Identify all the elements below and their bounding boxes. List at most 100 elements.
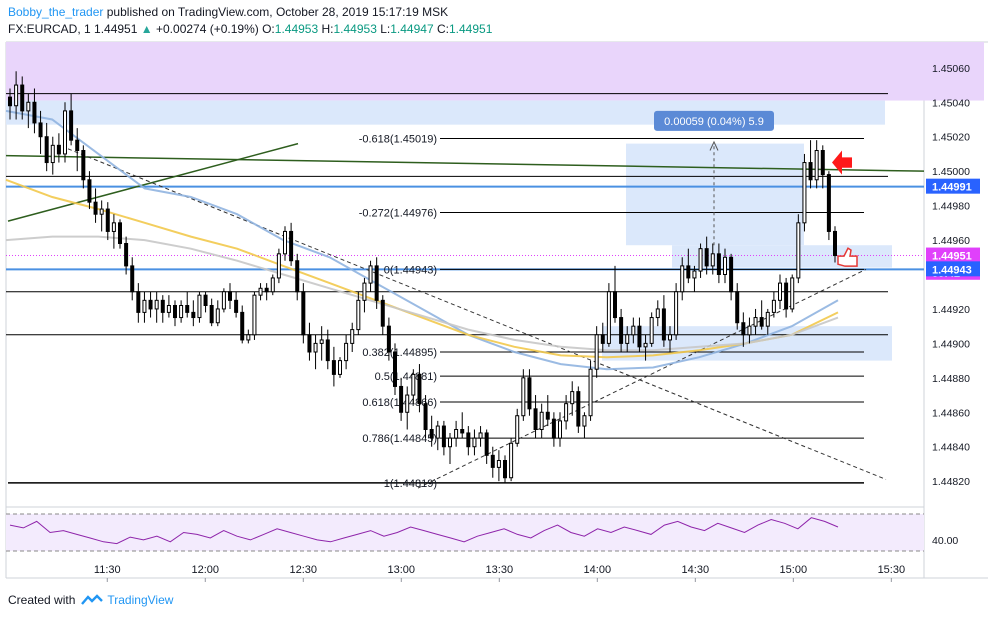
candle-body (771, 299, 776, 313)
time-tick-label: 12:00 (192, 564, 220, 576)
candle-body (460, 429, 465, 434)
measure-zone (626, 143, 804, 246)
fib-level-label: 0.382(1.44895) (362, 347, 437, 359)
candle-body (472, 437, 477, 448)
footer: Created with TradingView (8, 593, 173, 607)
time-tick-label: 12:30 (290, 564, 318, 576)
candle-body (570, 391, 575, 405)
candle-body (325, 339, 330, 362)
candle-body (509, 442, 514, 479)
close-value: 1.44951 (448, 22, 493, 36)
candle-body (191, 311, 196, 319)
candle-body (338, 360, 342, 375)
candle-body (215, 308, 220, 324)
publish-info: Bobby_the_trader published on TradingVie… (8, 5, 448, 19)
candle-body (179, 305, 184, 319)
candle-body (619, 317, 624, 344)
candle-body (307, 334, 312, 353)
candle-body (93, 201, 98, 215)
candle-body (631, 325, 636, 336)
candle-body (729, 256, 734, 293)
open-label: O: (262, 22, 275, 36)
candle-body (441, 425, 446, 448)
high-label: H: (321, 22, 334, 36)
candle-body (637, 325, 642, 348)
candle-body (393, 351, 397, 387)
candle-body (203, 294, 208, 306)
candle-body (649, 317, 654, 344)
candle-body (490, 454, 495, 468)
candle-body (386, 325, 391, 353)
fib-level-label: 1(1.44819) (384, 478, 437, 490)
thumbs-up-icon (837, 247, 858, 267)
candle-body (118, 222, 122, 244)
candle-body (136, 291, 141, 313)
candle-body (741, 322, 746, 336)
candle-body (588, 368, 593, 417)
candle-body (75, 139, 80, 152)
measure-arrow-head (709, 140, 719, 151)
candle-body (356, 299, 361, 331)
close-label: C: (436, 22, 449, 36)
candle-body (716, 253, 721, 275)
price-tag-text: 1.44943 (932, 264, 972, 276)
candle-body (154, 299, 159, 310)
open-value: 1.44953 (274, 22, 319, 36)
candle-body (515, 415, 520, 444)
candle-body (301, 291, 306, 336)
candle-body (448, 437, 452, 448)
measure-label-box (654, 110, 774, 131)
candle-body (313, 342, 318, 353)
candle-body (545, 411, 550, 420)
candle-body (411, 373, 416, 396)
price-tag-box (926, 247, 980, 263)
candle-body (270, 277, 275, 293)
rsi-line (9, 517, 839, 545)
candle-body (533, 408, 538, 431)
candle-body (826, 174, 831, 232)
candle-body (99, 208, 104, 215)
candle-body (228, 291, 232, 301)
candle-body (484, 432, 489, 456)
resistance-zone (6, 42, 984, 101)
price-tick-label: 1.44980 (932, 201, 970, 213)
author-name[interactable]: Bobby_the_trader (8, 5, 104, 19)
candle-body (331, 360, 336, 375)
candle-body (81, 150, 86, 181)
green-trendline-horizontal (5, 154, 925, 172)
candle-body (661, 308, 666, 341)
candle-body (435, 425, 440, 439)
fib-level-label: 0(1.44943) (384, 264, 437, 276)
symbol-label: FX:EURCAD, 1 (8, 22, 91, 36)
candle-body (63, 110, 67, 155)
candle-body (289, 230, 294, 262)
candle-body (124, 243, 129, 267)
candle-body (735, 291, 740, 324)
tradingview-brand[interactable]: TradingView (107, 593, 174, 607)
time-tick-label: 13:30 (486, 564, 514, 576)
time-tick-label: 11:30 (94, 564, 121, 576)
candle-body (368, 265, 373, 284)
candle-body (405, 394, 410, 413)
time-tick-label: 14:30 (682, 564, 710, 576)
price-tick-label: 1.45060 (932, 63, 970, 75)
candle-body (606, 291, 611, 344)
candle-body (56, 144, 61, 155)
tradingview-logo-icon[interactable] (81, 594, 104, 606)
candle-body (454, 429, 459, 439)
price-tag-box (926, 261, 980, 277)
candle-body (423, 403, 428, 430)
candle-body (295, 260, 300, 293)
candle-body (240, 311, 245, 341)
price-tick-label: 1.45040 (932, 97, 970, 109)
candle-body (374, 265, 379, 301)
candle-body (747, 325, 752, 336)
price-tick-label: 1.44820 (932, 476, 970, 488)
candle-body (8, 96, 12, 107)
created-with-text: Created with (8, 593, 76, 607)
candle-body (50, 144, 55, 164)
candle-body (111, 222, 116, 232)
candle-body (252, 294, 257, 336)
candle-body (833, 230, 837, 257)
